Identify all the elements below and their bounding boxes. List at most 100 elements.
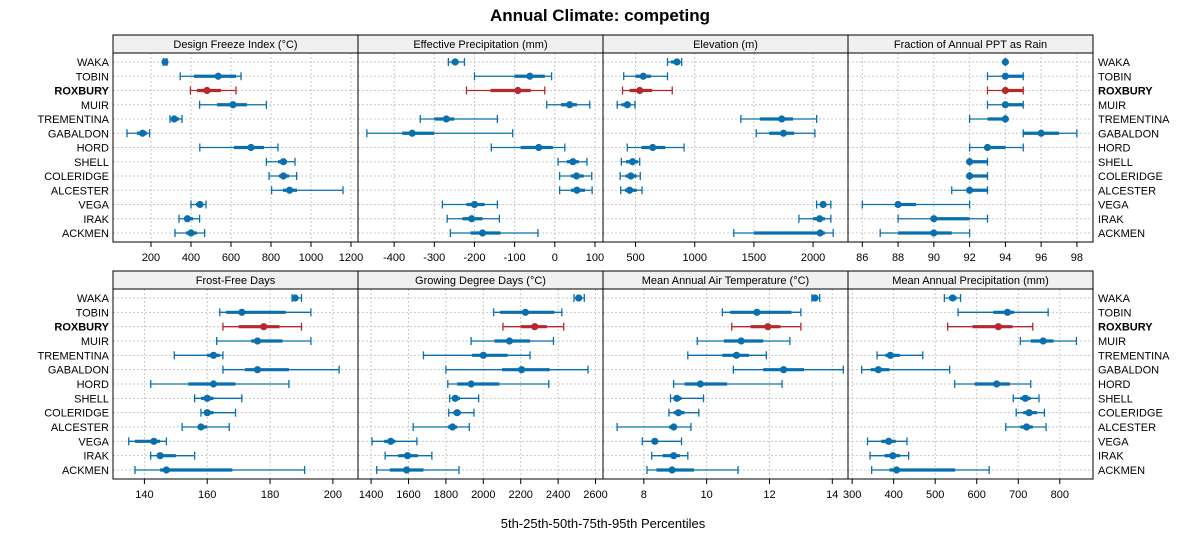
station-mark-gabaldon (366, 129, 514, 138)
median-point (966, 186, 974, 194)
median-point (1003, 308, 1012, 316)
station-label: ROXBURY (1098, 86, 1153, 98)
station-mark-muir (616, 100, 636, 109)
x-tick-label: 200 (324, 489, 342, 501)
station-label: HORD (77, 143, 109, 155)
median-point (448, 423, 457, 431)
station-mark-waka (161, 58, 169, 66)
station-mark-irak (869, 451, 910, 460)
station-label: VEGA (1098, 200, 1129, 212)
station-mark-muir (470, 337, 555, 345)
station-mark-trementina (419, 115, 499, 123)
station-mark-trementina (687, 351, 767, 360)
station-mark-muir (546, 100, 591, 109)
x-tick-label: 800 (1051, 489, 1069, 501)
station-label: ROXBURY (54, 322, 109, 334)
station-label: WAKA (1098, 57, 1131, 69)
panel-frame (847, 288, 1094, 480)
median-point (197, 423, 205, 431)
station-mark-trementina (740, 115, 818, 123)
station-mark-alcester (616, 423, 692, 431)
station-mark-vega (866, 437, 908, 446)
station-mark-shell (557, 157, 588, 166)
median-point (811, 294, 819, 302)
panel-title: Design Freeze Index (°C) (173, 39, 297, 51)
station-mark-trementina (173, 351, 224, 360)
station-label: ACKMEN (62, 228, 109, 240)
median-point (518, 366, 526, 374)
station-label: ALCESTER (51, 422, 109, 434)
median-point (209, 380, 218, 388)
station-mark-vega (815, 200, 832, 209)
x-tick-label: 400 (884, 489, 902, 501)
x-tick-label: 0 (552, 252, 558, 264)
station-mark-gabaldon (732, 365, 844, 374)
median-point (229, 101, 237, 109)
median-point (894, 200, 902, 209)
station-mark-gabaldon (445, 365, 589, 374)
median-point (468, 215, 476, 223)
station-label: COLERIDGE (1098, 171, 1163, 183)
station-mark-tobin (721, 308, 802, 317)
station-label: GABALDON (1098, 365, 1159, 377)
station-mark-vega (441, 200, 499, 209)
x-tick-label: -300 (423, 252, 445, 264)
median-point (470, 200, 479, 209)
station-mark-irak (651, 451, 689, 460)
x-tick-label: 14 (826, 489, 838, 501)
x-tick-label: 500 (926, 489, 944, 501)
x-tick-label: -400 (383, 252, 405, 264)
station-mark-alcester (181, 423, 230, 431)
station-mark-waka (573, 294, 585, 302)
x-tick-label: 140 (135, 489, 153, 501)
median-point (892, 466, 901, 474)
median-point (885, 437, 893, 445)
station-label: TOBIN (76, 71, 109, 83)
panel-title: Mean Annual Air Temperature (°C) (642, 275, 809, 287)
median-point (150, 437, 158, 445)
x-tick-label: 600 (222, 252, 240, 264)
median-point (1039, 337, 1047, 345)
station-mark-ackmen (449, 229, 539, 237)
median-point (196, 200, 204, 209)
median-point (247, 143, 255, 152)
station-mark-irak (384, 451, 433, 460)
station-label: TOBIN (76, 307, 109, 319)
station-mark-roxbury (222, 322, 303, 331)
median-point (696, 380, 704, 388)
station-label: SHELL (1098, 157, 1133, 169)
median-point (203, 86, 211, 95)
median-point (203, 394, 211, 402)
median-point (156, 452, 164, 460)
station-mark-irak (150, 451, 196, 460)
median-point (170, 115, 178, 123)
median-point (1037, 129, 1045, 137)
station-mark-ackmen (134, 466, 306, 474)
median-point (187, 229, 195, 237)
station-mark-vega (861, 200, 971, 209)
x-tick-label: 2000 (801, 252, 825, 264)
station-label: IRAK (1098, 451, 1124, 463)
station-mark-trementina (968, 115, 1009, 123)
x-tick-label: 90 (928, 252, 940, 264)
station-mark-irak (178, 214, 201, 223)
median-point (566, 101, 574, 109)
station-mark-tobin (986, 72, 1024, 81)
station-mark-alcester (412, 423, 470, 431)
station-mark-vega (641, 437, 683, 446)
median-point (628, 158, 637, 166)
median-point (626, 186, 634, 194)
median-point (403, 452, 412, 460)
median-point (764, 323, 772, 331)
panel-2: Elevation (m) 500 1000 1500 2000 (602, 34, 849, 264)
median-point (930, 215, 938, 223)
station-label: ROXBURY (1098, 322, 1153, 334)
median-point (966, 158, 974, 166)
median-point (209, 351, 218, 359)
x-tick-label: -200 (463, 252, 485, 264)
median-point (139, 129, 147, 137)
median-point (505, 337, 514, 345)
panel-title: Fraction of Annual PPT as Rain (894, 39, 1047, 51)
median-point (279, 158, 287, 166)
x-tick-label: 1500 (742, 252, 766, 264)
